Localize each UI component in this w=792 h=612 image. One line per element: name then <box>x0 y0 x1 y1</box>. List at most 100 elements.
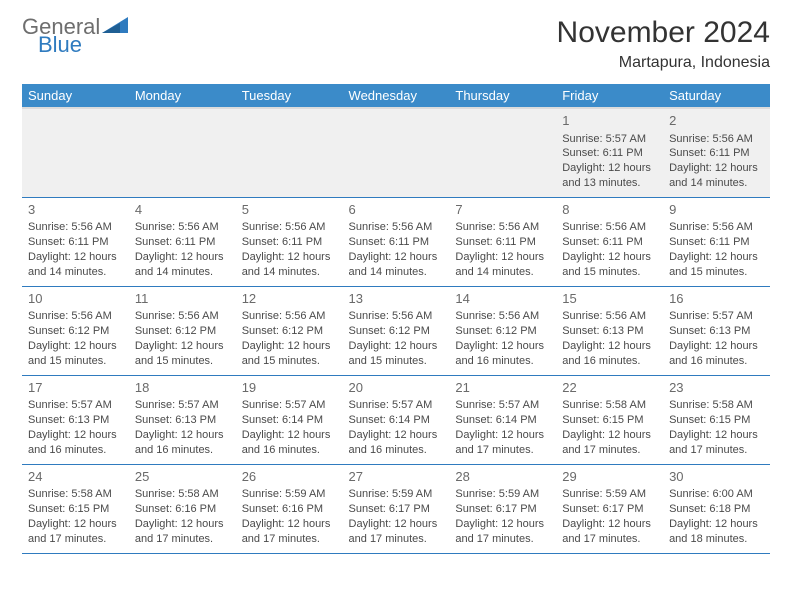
calendar-day-cell: 15Sunrise: 5:56 AMSunset: 6:13 PMDayligh… <box>556 286 663 375</box>
calendar-day-cell <box>343 108 450 197</box>
day-number: 29 <box>562 468 657 486</box>
day-sunrise: Sunrise: 5:58 AM <box>135 487 230 502</box>
day-sunrise: Sunrise: 6:00 AM <box>669 487 764 502</box>
day-number: 25 <box>135 468 230 486</box>
day-day2: and 16 minutes. <box>28 443 123 458</box>
day-sunset: Sunset: 6:11 PM <box>28 235 123 250</box>
day-sunset: Sunset: 6:12 PM <box>455 324 550 339</box>
day-sunrise: Sunrise: 5:56 AM <box>455 309 550 324</box>
day-number: 8 <box>562 201 657 219</box>
day-day2: and 16 minutes. <box>455 354 550 369</box>
day-sunset: Sunset: 6:13 PM <box>562 324 657 339</box>
day-sunset: Sunset: 6:11 PM <box>669 146 764 161</box>
day-day2: and 14 minutes. <box>135 265 230 280</box>
day-sunset: Sunset: 6:16 PM <box>242 502 337 517</box>
day-header: Friday <box>556 84 663 108</box>
calendar-day-cell: 6Sunrise: 5:56 AMSunset: 6:11 PMDaylight… <box>343 197 450 286</box>
title-block: November 2024 Martapura, Indonesia <box>557 16 770 72</box>
day-sunrise: Sunrise: 5:56 AM <box>349 309 444 324</box>
day-sunrise: Sunrise: 5:57 AM <box>28 398 123 413</box>
day-day1: Daylight: 12 hours <box>28 250 123 265</box>
day-day2: and 14 minutes. <box>455 265 550 280</box>
calendar-day-cell: 25Sunrise: 5:58 AMSunset: 6:16 PMDayligh… <box>129 464 236 553</box>
day-number: 1 <box>562 112 657 130</box>
day-sunrise: Sunrise: 5:56 AM <box>349 220 444 235</box>
day-sunrise: Sunrise: 5:57 AM <box>669 309 764 324</box>
logo-text-blue: Blue <box>38 34 128 56</box>
day-day2: and 15 minutes. <box>28 354 123 369</box>
day-number: 6 <box>349 201 444 219</box>
day-sunrise: Sunrise: 5:56 AM <box>242 220 337 235</box>
day-day1: Daylight: 12 hours <box>455 428 550 443</box>
page-subtitle: Martapura, Indonesia <box>557 54 770 72</box>
day-number: 19 <box>242 379 337 397</box>
day-day2: and 15 minutes. <box>135 354 230 369</box>
day-number: 14 <box>455 290 550 308</box>
day-sunset: Sunset: 6:15 PM <box>28 502 123 517</box>
day-day1: Daylight: 12 hours <box>135 339 230 354</box>
day-sunrise: Sunrise: 5:57 AM <box>562 132 657 147</box>
calendar-week-row: 24Sunrise: 5:58 AMSunset: 6:15 PMDayligh… <box>22 464 770 553</box>
day-day1: Daylight: 12 hours <box>455 517 550 532</box>
day-number: 7 <box>455 201 550 219</box>
calendar-week-row: 1Sunrise: 5:57 AMSunset: 6:11 PMDaylight… <box>22 108 770 197</box>
day-number: 20 <box>349 379 444 397</box>
day-day2: and 17 minutes. <box>242 532 337 547</box>
day-sunrise: Sunrise: 5:57 AM <box>349 398 444 413</box>
calendar-day-cell: 17Sunrise: 5:57 AMSunset: 6:13 PMDayligh… <box>22 375 129 464</box>
calendar-day-cell: 11Sunrise: 5:56 AMSunset: 6:12 PMDayligh… <box>129 286 236 375</box>
calendar-page: General Blue November 2024 Martapura, In… <box>0 0 792 570</box>
day-day2: and 17 minutes. <box>28 532 123 547</box>
calendar-day-cell: 23Sunrise: 5:58 AMSunset: 6:15 PMDayligh… <box>663 375 770 464</box>
day-number: 23 <box>669 379 764 397</box>
day-header: Tuesday <box>236 84 343 108</box>
day-number: 24 <box>28 468 123 486</box>
day-number: 11 <box>135 290 230 308</box>
day-sunset: Sunset: 6:12 PM <box>242 324 337 339</box>
calendar-week-row: 10Sunrise: 5:56 AMSunset: 6:12 PMDayligh… <box>22 286 770 375</box>
calendar-week-row: 17Sunrise: 5:57 AMSunset: 6:13 PMDayligh… <box>22 375 770 464</box>
day-header: Wednesday <box>343 84 450 108</box>
calendar-day-cell: 21Sunrise: 5:57 AMSunset: 6:14 PMDayligh… <box>449 375 556 464</box>
day-day1: Daylight: 12 hours <box>562 161 657 176</box>
calendar-day-cell <box>236 108 343 197</box>
day-sunset: Sunset: 6:17 PM <box>562 502 657 517</box>
day-day2: and 17 minutes. <box>455 532 550 547</box>
calendar-day-cell: 8Sunrise: 5:56 AMSunset: 6:11 PMDaylight… <box>556 197 663 286</box>
day-sunset: Sunset: 6:16 PM <box>135 502 230 517</box>
calendar-day-cell: 5Sunrise: 5:56 AMSunset: 6:11 PMDaylight… <box>236 197 343 286</box>
calendar-day-cell: 18Sunrise: 5:57 AMSunset: 6:13 PMDayligh… <box>129 375 236 464</box>
day-day1: Daylight: 12 hours <box>669 517 764 532</box>
day-sunrise: Sunrise: 5:58 AM <box>28 487 123 502</box>
day-number: 18 <box>135 379 230 397</box>
day-sunrise: Sunrise: 5:56 AM <box>669 132 764 147</box>
day-sunset: Sunset: 6:12 PM <box>135 324 230 339</box>
day-number: 9 <box>669 201 764 219</box>
day-sunrise: Sunrise: 5:58 AM <box>669 398 764 413</box>
day-sunrise: Sunrise: 5:59 AM <box>242 487 337 502</box>
day-sunset: Sunset: 6:11 PM <box>562 146 657 161</box>
day-number: 2 <box>669 112 764 130</box>
day-day2: and 17 minutes. <box>135 532 230 547</box>
day-number: 22 <box>562 379 657 397</box>
day-day1: Daylight: 12 hours <box>242 428 337 443</box>
day-day1: Daylight: 12 hours <box>562 250 657 265</box>
day-day1: Daylight: 12 hours <box>242 250 337 265</box>
day-day1: Daylight: 12 hours <box>562 428 657 443</box>
day-sunset: Sunset: 6:11 PM <box>562 235 657 250</box>
calendar-day-cell: 26Sunrise: 5:59 AMSunset: 6:16 PMDayligh… <box>236 464 343 553</box>
day-day2: and 16 minutes. <box>349 443 444 458</box>
calendar-day-cell: 12Sunrise: 5:56 AMSunset: 6:12 PMDayligh… <box>236 286 343 375</box>
calendar-day-cell: 20Sunrise: 5:57 AMSunset: 6:14 PMDayligh… <box>343 375 450 464</box>
calendar-day-cell: 9Sunrise: 5:56 AMSunset: 6:11 PMDaylight… <box>663 197 770 286</box>
calendar-table: Sunday Monday Tuesday Wednesday Thursday… <box>22 84 770 554</box>
day-day2: and 14 minutes. <box>349 265 444 280</box>
day-sunset: Sunset: 6:12 PM <box>349 324 444 339</box>
day-number: 16 <box>669 290 764 308</box>
day-day2: and 13 minutes. <box>562 176 657 191</box>
day-number: 26 <box>242 468 337 486</box>
calendar-day-cell: 24Sunrise: 5:58 AMSunset: 6:15 PMDayligh… <box>22 464 129 553</box>
day-sunrise: Sunrise: 5:57 AM <box>455 398 550 413</box>
header: General Blue November 2024 Martapura, In… <box>22 16 770 72</box>
day-number: 13 <box>349 290 444 308</box>
